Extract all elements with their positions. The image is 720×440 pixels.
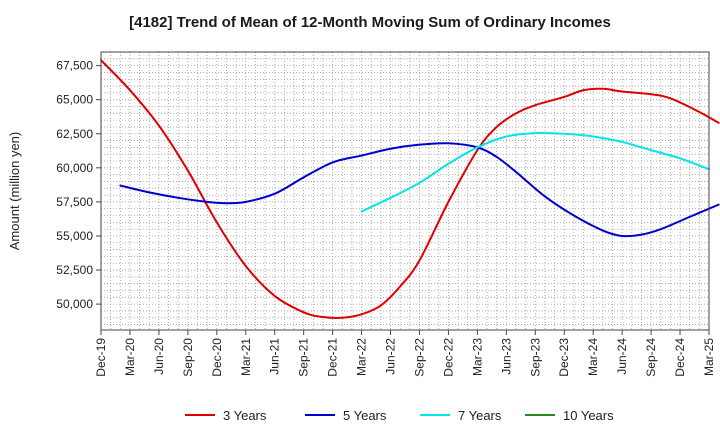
- x-tick-label: Mar-23: [470, 338, 484, 376]
- series-line-3-years: [100, 59, 720, 319]
- x-tick-label: Dec-22: [441, 338, 455, 377]
- x-tick-label: Jun-22: [384, 338, 398, 375]
- legend: 3 Years 5 Years 7 Years 10 Years: [185, 408, 614, 423]
- series-line-5-years: [119, 142, 720, 238]
- y-axis-label: Amount (million yen): [7, 132, 22, 251]
- x-tick-label: Sep-24: [644, 338, 658, 377]
- y-tick-label: 52,500: [56, 263, 93, 277]
- y-tick-label: 67,500: [56, 59, 93, 73]
- y-tick-label: 57,500: [56, 195, 93, 209]
- legend-label-7-years: 7 Years: [458, 408, 502, 423]
- x-tick-label: Dec-23: [557, 338, 571, 377]
- x-tick-label: Mar-22: [355, 338, 369, 376]
- x-tick-label: Dec-20: [210, 338, 224, 377]
- y-tick-label: 62,500: [56, 127, 93, 141]
- x-tick-label: Mar-20: [123, 338, 137, 376]
- chart-title: [4182] Trend of Mean of 12-Month Moving …: [129, 14, 611, 31]
- y-tick-label: 65,000: [56, 93, 93, 107]
- x-tick-label: Sep-21: [297, 338, 311, 377]
- series-line-7-years: [360, 131, 710, 213]
- x-tick-label: Jun-23: [499, 338, 513, 375]
- legend-label-3-years: 3 Years: [223, 408, 267, 423]
- y-tick-label: 50,000: [56, 297, 93, 311]
- x-tick-label: Mar-21: [239, 338, 253, 376]
- x-tick-label: Sep-22: [412, 338, 426, 377]
- x-tick-label: Jun-24: [615, 338, 629, 375]
- x-tick-label: Dec-21: [326, 338, 340, 377]
- y-tick-label: 60,000: [56, 161, 93, 175]
- x-tick-label: Dec-19: [94, 338, 108, 377]
- x-tick-label: Dec-24: [673, 338, 687, 377]
- y-axis-ticks: 50,000 52,500 55,000 57,500 60,000 62,500 65,0…: [56, 59, 101, 311]
- x-tick-label: Jun-20: [152, 338, 166, 375]
- x-tick-label: Sep-23: [528, 338, 542, 377]
- legend-label-10-years: 10 Years: [563, 408, 614, 423]
- y-tick-label: 55,000: [56, 229, 93, 243]
- x-tick-label: Mar-24: [586, 338, 600, 376]
- x-tick-label: Mar-25: [702, 338, 716, 376]
- series-layer: [100, 59, 720, 319]
- legend-label-5-years: 5 Years: [343, 408, 387, 423]
- x-tick-label: Jun-21: [268, 338, 282, 375]
- plot-frame: [100, 51, 710, 331]
- x-axis-ticks: Dec-19 Mar-20 Jun-20 Sep-20 Dec-20 Mar-21 Jun-…: [94, 330, 716, 377]
- x-tick-label: Sep-20: [181, 338, 195, 377]
